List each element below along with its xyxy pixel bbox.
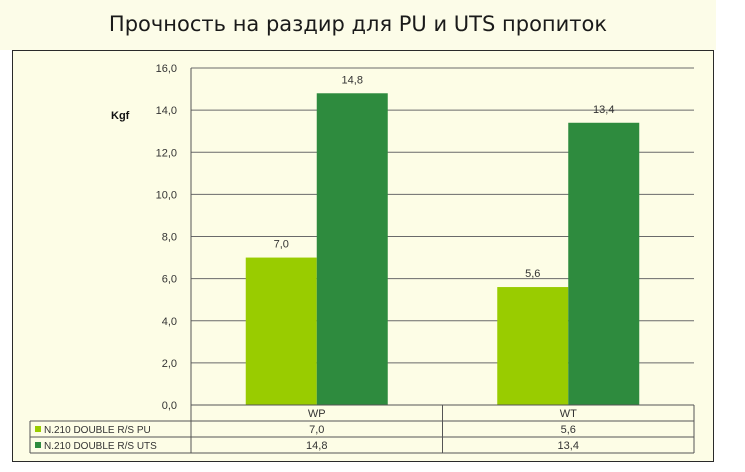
- y-tick-label: 14,0: [156, 105, 177, 117]
- bar: [497, 287, 569, 405]
- legend-swatch: [35, 426, 41, 432]
- bar: [316, 93, 388, 406]
- table-value: 7,0: [309, 424, 324, 436]
- y-tick-label: 12,0: [156, 147, 177, 159]
- x-category-label: WT: [560, 408, 577, 420]
- table-value: 14,8: [306, 440, 327, 452]
- chart-title: Прочность на раздир для PU и UTS пропито…: [108, 12, 608, 36]
- y-tick-label: 2,0: [162, 358, 177, 370]
- y-tick-label: 4,0: [162, 316, 177, 328]
- y-axis-label: Kgf: [111, 110, 130, 122]
- data-label: 7,0: [274, 239, 289, 251]
- y-tick-label: 6,0: [162, 274, 177, 286]
- legend-series-name: N.210 DOUBLE R/S UTS: [44, 441, 157, 452]
- table-value: 13,4: [558, 440, 579, 452]
- y-tick-label: 8,0: [162, 232, 177, 244]
- y-tick-label: 0,0: [162, 400, 177, 412]
- bar: [568, 122, 640, 405]
- data-label: 5,6: [525, 268, 540, 280]
- legend-series-name: N.210 DOUBLE R/S PU: [44, 425, 151, 436]
- x-category-label: WP: [308, 408, 326, 420]
- bar: [245, 257, 317, 405]
- data-label: 13,4: [593, 104, 614, 116]
- legend-swatch: [35, 442, 41, 448]
- table-value: 5,6: [561, 424, 576, 436]
- y-tick-label: 16,0: [156, 63, 177, 75]
- y-tick-label: 10,0: [156, 189, 177, 201]
- title-band: [0, 0, 716, 50]
- data-label: 14,8: [342, 74, 363, 86]
